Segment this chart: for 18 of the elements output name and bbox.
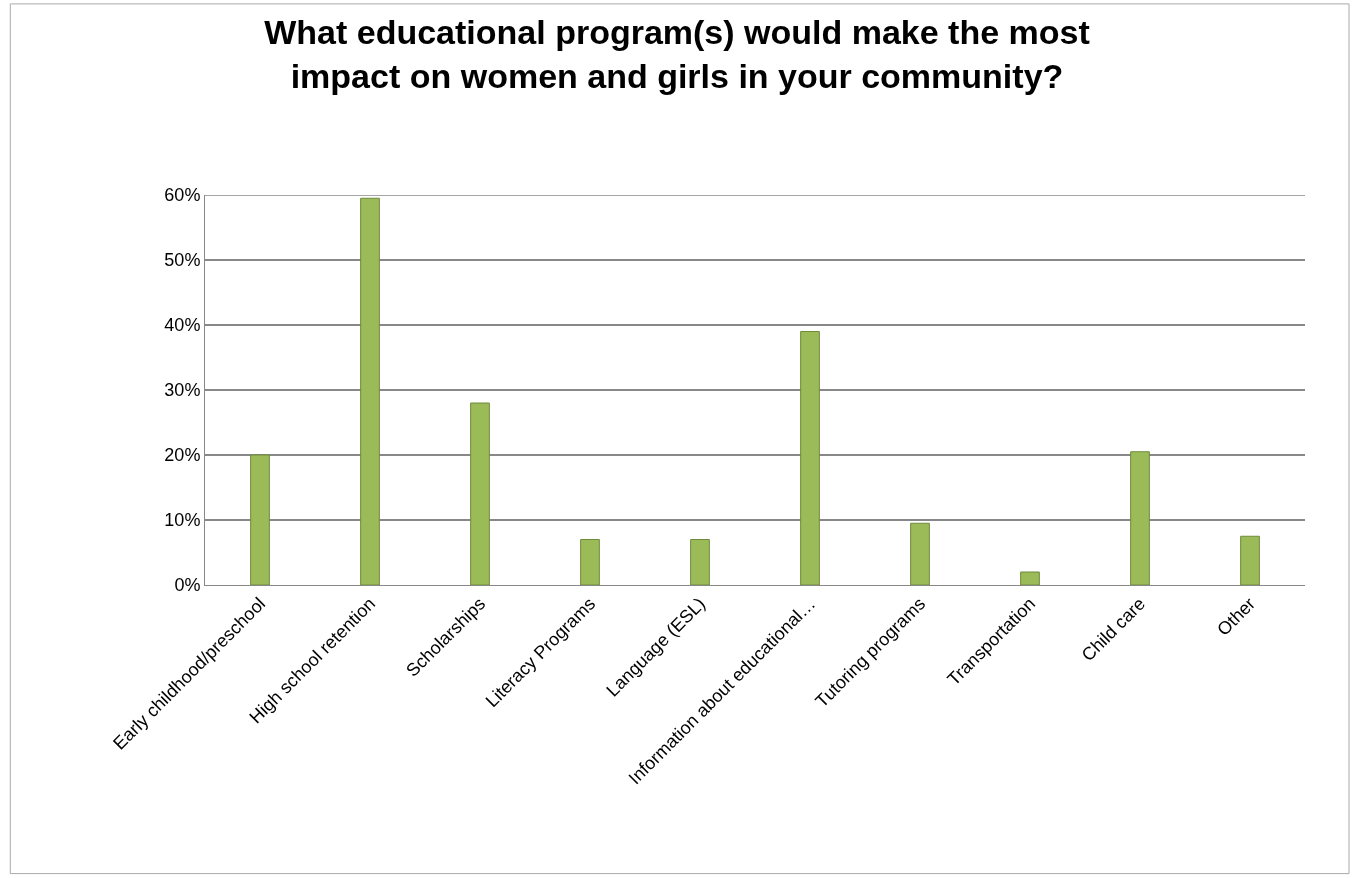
y-tick-label: 0% [174,575,201,596]
bar [1240,535,1260,585]
bar [250,454,270,585]
y-tick-label: 50% [164,250,201,271]
y-tick-label: 30% [164,380,201,401]
bar [800,331,820,585]
chart-title: What educational program(s) would make the most impact on women and girls in your community? [264,12,1090,96]
bar [360,197,380,585]
bar [910,522,930,585]
bar [690,539,710,585]
y-tick-label: 20% [164,445,201,466]
bar [580,539,600,585]
y-tick-label: 40% [164,315,201,336]
bar [470,402,490,585]
bar [1020,571,1040,585]
bar [1130,451,1150,585]
y-tick-label: 10% [164,510,201,531]
y-tick-label: 60% [164,185,201,206]
